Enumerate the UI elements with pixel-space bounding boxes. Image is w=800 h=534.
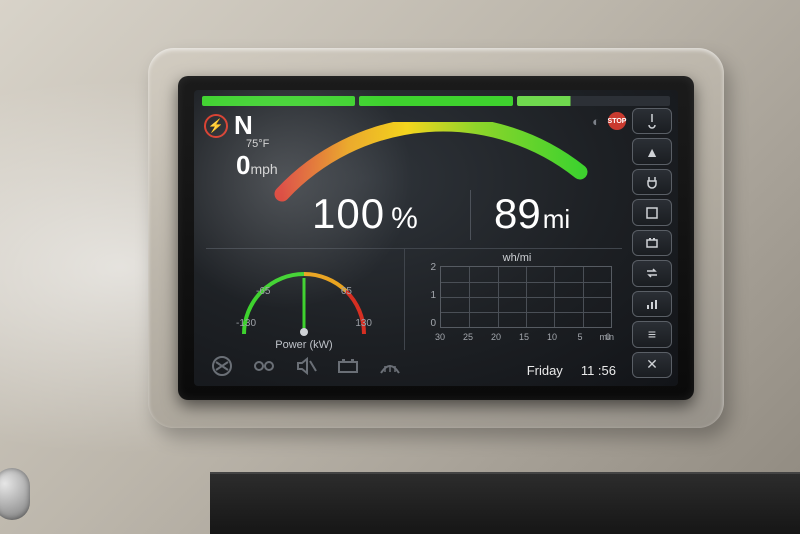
main-divider [470, 190, 471, 240]
clock-time: 11 :56 [581, 363, 616, 378]
mute-icon[interactable] [292, 354, 320, 378]
range-value: 89 [494, 190, 541, 237]
instrument-screen: ⚡ N 75°F 0mph ◐ STOP [194, 90, 678, 386]
top-seg-2 [359, 96, 512, 106]
clock-day: Friday [527, 363, 563, 378]
x-unit: min [599, 332, 614, 342]
clock-row: Friday 11 :56 [527, 363, 616, 378]
range-unit: mi [543, 204, 570, 234]
ytick-1: 1 [422, 290, 436, 301]
chart-grid [440, 266, 612, 328]
rail-close-button[interactable]: ✕ [632, 352, 672, 378]
top-progress-bar [202, 96, 670, 106]
power-bolt-icon: ⚡ [204, 114, 228, 138]
xt15: 15 [519, 332, 529, 342]
efficiency-chart: wh/mi 2 1 0 30 25 20 15 10 [422, 254, 612, 340]
ytick-2: 2 [422, 262, 436, 273]
rail-page-button[interactable] [632, 199, 672, 225]
mid-divider [206, 248, 622, 249]
xt25: 25 [463, 332, 473, 342]
gear-indicator: N [234, 110, 254, 141]
display-bezel: ⚡ N 75°F 0mph ◐ STOP [178, 76, 694, 400]
rail-swap-button[interactable] [632, 260, 672, 286]
service-icon[interactable] [208, 354, 236, 378]
gear-row: ⚡ N [204, 110, 254, 141]
power-gauge: -65 -130 65 130 Power (kW) [214, 256, 394, 351]
side-button-rail: ▲ ≡ ✕ [632, 108, 672, 378]
lower-trim [210, 472, 800, 534]
xt10: 10 [547, 332, 557, 342]
xt30: 30 [435, 332, 445, 342]
rail-temp-button[interactable] [632, 108, 672, 134]
battery-value: 100 [312, 190, 385, 237]
rail-chart-button[interactable] [632, 291, 672, 317]
rail-battery-button[interactable] [632, 230, 672, 256]
rail-plug-button[interactable] [632, 169, 672, 195]
pg-tick-l2: -130 [236, 318, 256, 329]
xt20: 20 [491, 332, 501, 342]
header-warning-icons: ◐ STOP [592, 112, 626, 130]
stop-icon: STOP [608, 112, 626, 130]
dashboard-photo: ⚡ N 75°F 0mph ◐ STOP [0, 0, 800, 534]
top-seg-3 [517, 96, 670, 106]
rail-up-button[interactable]: ▲ [632, 138, 672, 164]
defrost-icon[interactable] [376, 354, 404, 378]
top-seg-1 [202, 96, 355, 106]
range-readout: 89mi [494, 190, 570, 238]
speed-value: 0 [236, 150, 250, 180]
ytick-0: 0 [422, 318, 436, 329]
pg-tick-r2: 130 [355, 318, 372, 329]
lower-divider [404, 248, 405, 350]
pg-tick-l1: -65 [256, 286, 270, 297]
power-gauge-label: Power (kW) [214, 339, 394, 351]
battery-status-icon[interactable] [334, 354, 362, 378]
chart-title: wh/mi [422, 252, 612, 264]
battery-unit: % [391, 202, 419, 235]
xt5: 5 [577, 332, 582, 342]
rail-menu-button[interactable]: ≡ [632, 321, 672, 347]
traction-icon[interactable] [250, 354, 278, 378]
battery-percent: 100% [312, 190, 419, 238]
pg-tick-r1: 65 [341, 286, 352, 297]
bottom-icon-row [208, 354, 404, 378]
physical-knob [0, 468, 30, 520]
